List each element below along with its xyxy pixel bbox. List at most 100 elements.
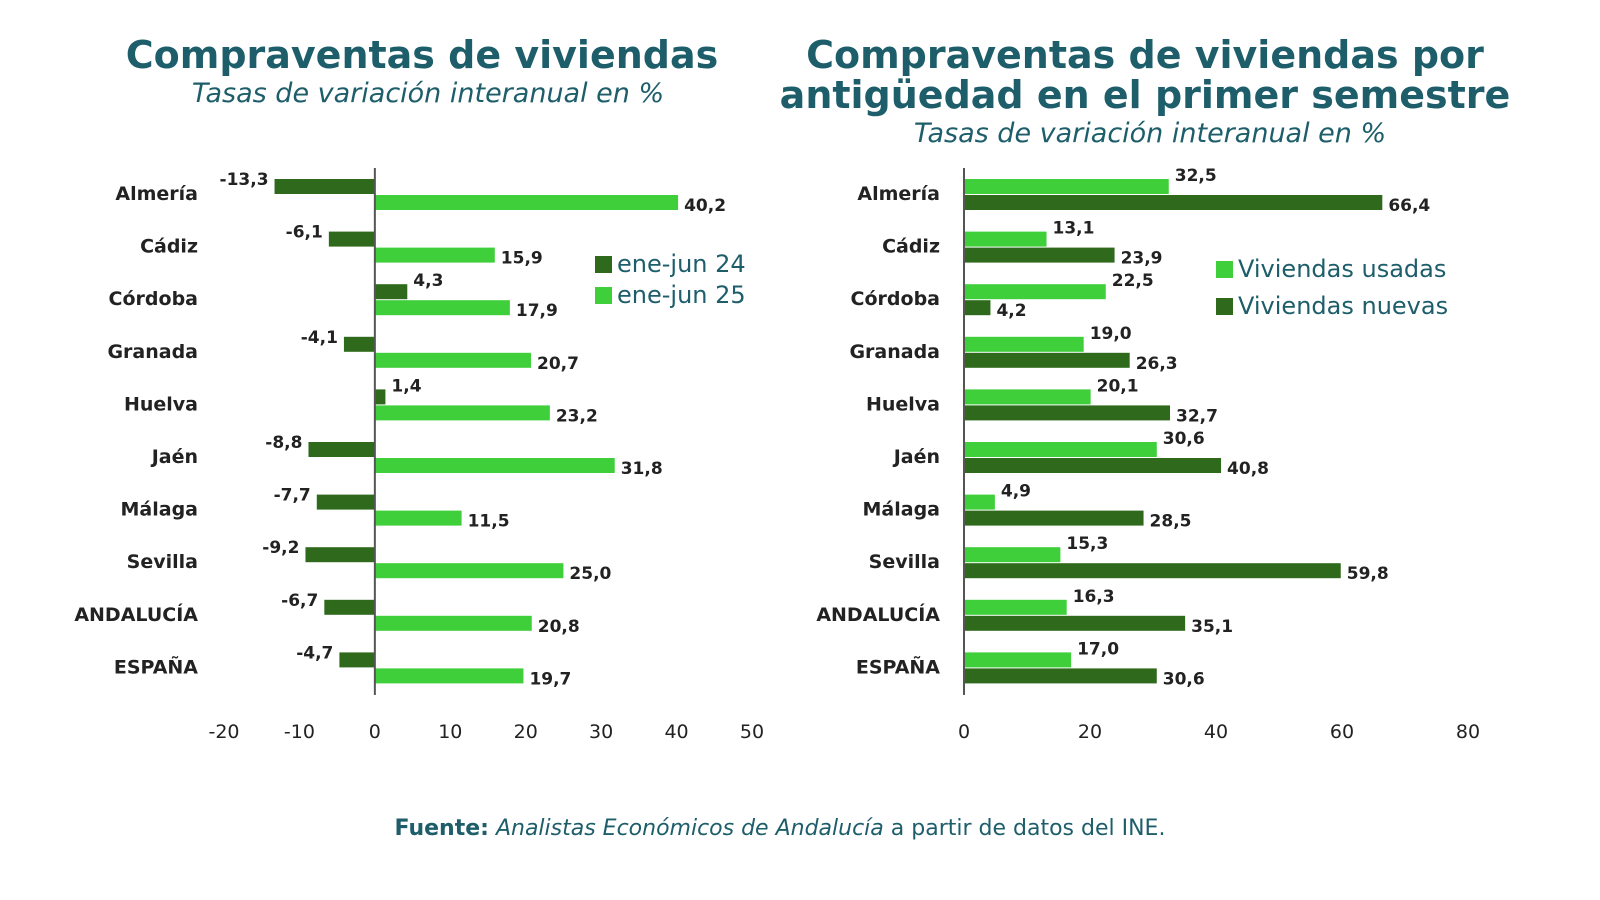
bar-ene-jun-24	[374, 389, 386, 405]
x-tick-label: 10	[438, 721, 462, 743]
bar-viviendas-nuevas	[964, 563, 1341, 579]
category-label: Córdoba	[851, 288, 940, 310]
bar-ene-jun-25	[374, 247, 495, 263]
bar-viviendas-nuevas	[964, 247, 1115, 263]
bar-ene-jun-25	[374, 563, 564, 579]
bar-ene-jun-25	[374, 195, 679, 210]
bar-viviendas-usadas	[964, 231, 1047, 247]
x-tick-label: 50	[740, 721, 764, 743]
left-chart-subtitle: Tasas de variación interanual en %	[192, 78, 664, 109]
legend-label: ene-jun 25	[617, 281, 746, 309]
data-label: -4,1	[301, 328, 338, 348]
data-label: 16,3	[1073, 587, 1115, 607]
source-note: Fuente: Analistas Económicos de Andalucí…	[395, 816, 1166, 841]
category-label: ANDALUCÍA	[816, 603, 940, 626]
x-tick-label: 60	[1330, 721, 1354, 743]
source-italic: Analistas Económicos de Andalucía	[494, 816, 884, 841]
data-label: -9,2	[262, 538, 299, 558]
data-label: 40,2	[684, 196, 726, 216]
bar-viviendas-usadas	[964, 336, 1084, 352]
category-label: Málaga	[863, 499, 940, 521]
data-label: 1,4	[391, 376, 421, 396]
bar-ene-jun-25	[374, 668, 524, 684]
legend-swatch	[595, 256, 612, 273]
bar-ene-jun-25	[374, 458, 615, 473]
bar-viviendas-nuevas	[964, 668, 1157, 684]
bar-viviendas-usadas	[964, 652, 1072, 668]
category-label: Málaga	[121, 499, 198, 521]
data-label: 23,2	[556, 406, 598, 426]
data-label: 22,5	[1112, 271, 1154, 291]
category-label: Sevilla	[127, 551, 198, 573]
data-label: 35,1	[1191, 617, 1233, 637]
data-label: 20,7	[537, 354, 579, 374]
x-tick-label: -10	[284, 721, 315, 743]
bar-ene-jun-25	[374, 510, 462, 526]
data-label: 30,6	[1163, 669, 1205, 689]
legend-label: Viviendas usadas	[1238, 255, 1446, 283]
legend-swatch	[595, 287, 612, 304]
bar-ene-jun-25	[374, 300, 510, 316]
data-label: 4,2	[996, 301, 1026, 321]
category-label: Sevilla	[869, 551, 940, 573]
category-label: Huelva	[124, 393, 198, 415]
data-label: 40,8	[1227, 459, 1269, 479]
x-tick-label: 0	[958, 721, 970, 743]
bar-ene-jun-25	[374, 352, 531, 368]
category-label: Cádiz	[140, 236, 198, 258]
left-chart-title: Compraventas de viviendas	[126, 33, 719, 77]
bar-ene-jun-24	[305, 547, 375, 563]
category-label: ESPAÑA	[856, 654, 940, 678]
bar-viviendas-nuevas	[964, 510, 1144, 526]
x-tick-label: 0	[369, 721, 381, 743]
x-tick-label: 20	[514, 721, 538, 743]
category-label: Almería	[857, 183, 940, 205]
data-label: 11,5	[468, 512, 510, 532]
x-tick-label: 40	[664, 721, 688, 743]
data-label: 23,9	[1121, 249, 1163, 269]
legend-label: Viviendas nuevas	[1238, 292, 1448, 320]
bar-ene-jun-24	[324, 599, 375, 615]
bar-viviendas-nuevas	[964, 300, 991, 316]
bar-viviendas-nuevas	[964, 615, 1186, 631]
data-label: 17,9	[516, 301, 558, 321]
bar-ene-jun-24	[374, 284, 408, 300]
bar-viviendas-usadas	[964, 442, 1157, 457]
bar-viviendas-nuevas	[964, 352, 1130, 368]
x-tick-label: 40	[1204, 721, 1228, 743]
category-label: Almería	[115, 183, 198, 205]
category-label: ESPAÑA	[114, 654, 198, 678]
data-label: 19,0	[1090, 324, 1132, 344]
data-label: 19,7	[529, 669, 571, 689]
data-label: 20,8	[538, 617, 580, 637]
data-label: 32,7	[1176, 406, 1218, 426]
category-label: Huelva	[866, 393, 940, 415]
bar-viviendas-nuevas	[964, 195, 1383, 210]
data-label: 25,0	[569, 564, 611, 584]
bar-ene-jun-24	[343, 336, 375, 352]
right-chart: Almería 32,5 66,4 Cádiz 13,1 23,9 Córdoba 22,5 4…	[816, 166, 1480, 743]
data-label: -6,7	[281, 591, 318, 611]
right-chart-title-line1: Compraventas de viviendas por	[806, 33, 1484, 77]
bar-ene-jun-24	[328, 231, 375, 247]
bar-viviendas-usadas	[964, 547, 1061, 563]
data-label: 15,9	[501, 249, 543, 269]
data-label: 4,9	[1001, 482, 1031, 502]
data-label: 66,4	[1388, 196, 1430, 216]
bar-viviendas-usadas	[964, 494, 995, 510]
category-label: Granada	[849, 341, 940, 363]
data-label: 28,5	[1150, 512, 1192, 532]
category-label: Córdoba	[109, 288, 198, 310]
x-tick-label: -20	[208, 721, 239, 743]
category-label: ANDALUCÍA	[74, 603, 198, 626]
bar-ene-jun-24	[308, 442, 375, 457]
data-label: -6,1	[286, 223, 323, 243]
x-tick-label: 80	[1456, 721, 1480, 743]
data-label: -4,7	[296, 643, 333, 663]
data-label: 13,1	[1053, 219, 1095, 239]
x-tick-label: 30	[589, 721, 613, 743]
legend-swatch	[1216, 298, 1233, 315]
bar-viviendas-usadas	[964, 389, 1091, 405]
source-prefix: Fuente:	[395, 816, 489, 841]
